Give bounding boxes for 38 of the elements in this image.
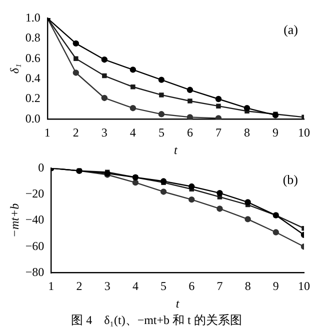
x-tick-label: 2 <box>76 279 82 294</box>
x-axis-title: t <box>174 142 178 157</box>
x-tick-label: 8 <box>244 126 250 140</box>
x-tick-label: 1 <box>48 279 54 294</box>
x-tick-label: 5 <box>160 279 167 294</box>
x-tick-label: 10 <box>298 126 310 140</box>
x-tick-label: 8 <box>244 279 251 294</box>
y-tick-label: −60 <box>25 238 44 253</box>
x-tick-label: 10 <box>298 279 310 294</box>
y-tick-label: 0.0 <box>25 111 40 126</box>
annotation: (b) <box>282 172 298 188</box>
x-tick-label: 7 <box>215 126 222 140</box>
y-tick-label: 1.0 <box>25 10 40 24</box>
x-tick-label: 3 <box>104 279 110 294</box>
y-tick-label: 0.6 <box>25 50 40 65</box>
y-axis-title: δ₁ <box>7 64 22 74</box>
y-tick-label: −40 <box>25 212 44 227</box>
y-tick-label: 0 <box>38 160 44 174</box>
y-axis-title: −mt+b <box>7 203 22 238</box>
x-tick-label: 2 <box>72 126 79 140</box>
x-tick-label: 1 <box>44 126 50 140</box>
x-tick-label: 9 <box>272 279 279 294</box>
y-tick-label: −80 <box>25 264 44 279</box>
x-tick-label: 3 <box>101 126 108 140</box>
y-tick-label: 0.8 <box>25 30 40 45</box>
x-tick-label: 6 <box>188 279 195 294</box>
x-axis-title: t <box>176 296 180 311</box>
y-tick-label: −20 <box>25 186 44 201</box>
y-tick-label: 0.4 <box>25 70 40 85</box>
y-tick-label: 0.2 <box>25 91 40 106</box>
x-tick-label: 4 <box>132 279 138 294</box>
annotation: (a) <box>284 22 298 38</box>
x-tick-label: 6 <box>186 126 193 140</box>
x-tick-label: 5 <box>158 126 164 140</box>
x-tick-label: 7 <box>216 279 223 294</box>
x-tick-label: 9 <box>272 126 278 140</box>
x-tick-label: 4 <box>130 126 136 140</box>
text: 图 4 δ₁(t)、−mt+b 和 t 的关系图 <box>71 312 242 327</box>
